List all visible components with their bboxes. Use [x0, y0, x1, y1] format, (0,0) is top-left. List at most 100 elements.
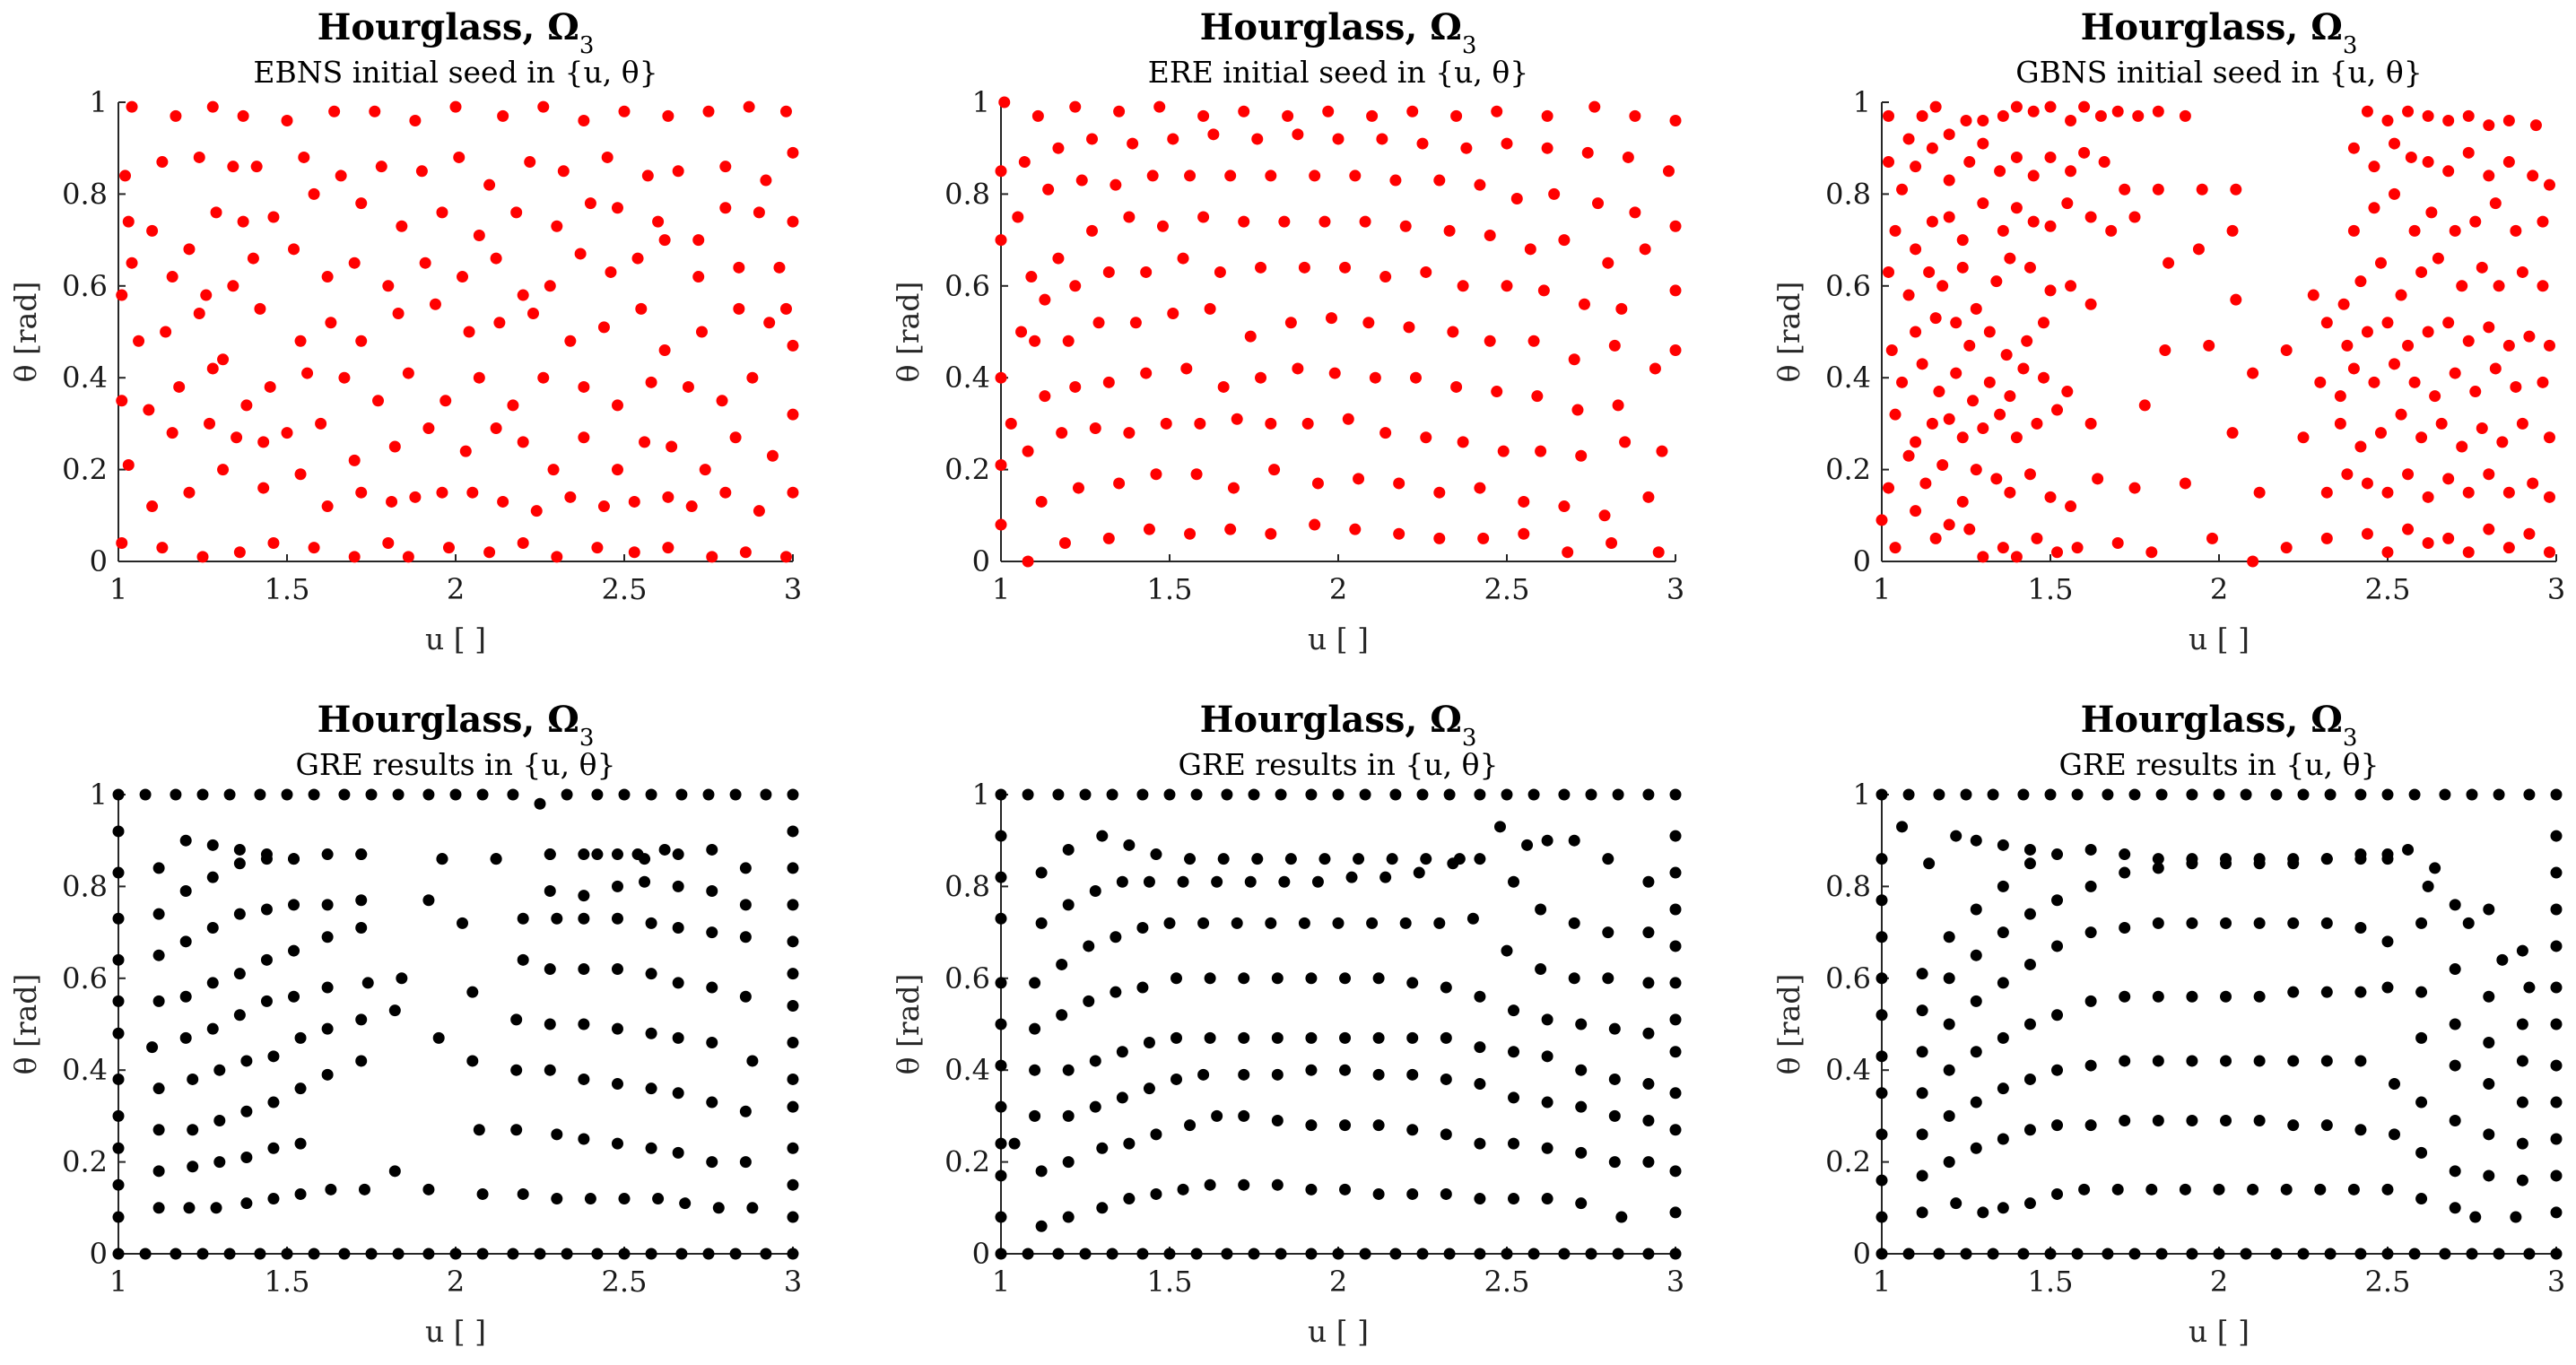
data-point — [1197, 917, 1210, 929]
data-point — [1642, 788, 1655, 801]
data-point — [264, 380, 276, 393]
data-point — [706, 1156, 718, 1169]
y-axis-label: θ [rad] — [8, 282, 43, 383]
data-point — [1443, 788, 1456, 801]
data-point — [2051, 848, 2064, 861]
data-point — [1474, 1041, 1486, 1054]
y-tick-label: 1 — [972, 85, 990, 119]
data-point — [1379, 427, 1392, 439]
data-point — [1608, 1022, 1621, 1035]
data-point — [1662, 165, 1675, 178]
data-point — [1102, 532, 1115, 544]
data-point — [1217, 380, 1230, 393]
data-point — [321, 271, 334, 283]
data-point — [2550, 1133, 2563, 1145]
data-point — [152, 1202, 165, 1214]
data-point — [1960, 114, 1972, 126]
data-point — [1403, 321, 1415, 334]
data-point — [1318, 215, 1331, 228]
data-point — [2206, 532, 2218, 544]
y-tick-label: 0.8 — [944, 869, 990, 903]
data-point — [2004, 390, 2016, 403]
data-point — [206, 362, 219, 375]
data-point — [1096, 1142, 1109, 1154]
data-point — [1305, 1248, 1318, 1260]
data-point — [787, 899, 799, 911]
data-point — [544, 963, 556, 976]
chart-title: Hourglass, Ω3 — [318, 699, 595, 752]
data-point — [618, 788, 631, 801]
data-point — [2320, 486, 2333, 499]
data-point — [250, 161, 263, 173]
data-point — [439, 395, 452, 407]
data-point — [1902, 289, 1915, 301]
chart-subtitle: GBNS initial seed in {u, θ} — [2015, 55, 2422, 90]
data-point — [2381, 1183, 2394, 1195]
data-point — [1990, 275, 2003, 288]
data-point — [2065, 280, 2077, 292]
data-point — [1510, 193, 1523, 205]
data-point — [2334, 417, 2346, 430]
data-point — [328, 105, 341, 117]
data-point — [206, 977, 219, 989]
chart-title: Hourglass, Ω3 — [2081, 699, 2358, 752]
data-point — [2061, 197, 2074, 210]
data-point — [152, 949, 165, 961]
data-point — [217, 464, 230, 476]
data-point — [1474, 1248, 1486, 1260]
data-point — [392, 1248, 405, 1260]
data-point — [288, 853, 300, 865]
data-point — [2516, 1137, 2528, 1150]
data-point — [497, 495, 509, 508]
data-point — [2415, 1096, 2428, 1109]
data-point — [1642, 491, 1655, 503]
data-point — [210, 1202, 222, 1214]
data-point — [787, 1142, 799, 1154]
data-point — [1474, 178, 1486, 191]
data-point — [1612, 399, 1624, 412]
data-point — [2415, 1146, 2428, 1159]
data-point — [517, 953, 529, 966]
data-point — [2179, 109, 2191, 122]
data-point — [995, 1137, 1007, 1150]
data-point — [1440, 1073, 1452, 1085]
data-point — [628, 495, 640, 508]
data-point — [2502, 542, 2515, 554]
data-point — [2132, 109, 2145, 122]
data-point — [1910, 243, 1922, 256]
data-point — [2102, 788, 2114, 801]
data-point — [1143, 523, 1155, 535]
data-point — [1875, 788, 1888, 801]
data-points — [116, 100, 799, 563]
data-point — [995, 1211, 1007, 1223]
data-point — [2280, 343, 2293, 356]
data-point — [1508, 1091, 1520, 1104]
data-point — [2010, 151, 2023, 163]
data-point — [2523, 788, 2536, 801]
data-point — [2320, 917, 2333, 929]
data-point — [152, 1082, 165, 1095]
data-point — [308, 1248, 320, 1260]
data-point — [1177, 252, 1189, 265]
data-point — [1575, 1146, 1588, 1159]
data-point — [2192, 243, 2205, 256]
data-point — [574, 248, 587, 260]
data-point — [358, 1183, 370, 1195]
data-point — [1997, 109, 2009, 122]
data-point — [631, 848, 644, 861]
x-tick-label: 1.5 — [265, 572, 310, 606]
data-point — [639, 875, 651, 888]
data-point — [152, 1124, 165, 1136]
data-point — [436, 486, 448, 499]
data-point — [179, 990, 192, 1003]
data-point — [112, 953, 125, 966]
data-point — [1923, 857, 1936, 870]
chart-subtitle: GRE results in {u, θ} — [296, 747, 616, 782]
data-point — [1150, 848, 1162, 861]
data-point — [436, 853, 448, 865]
data-point — [692, 234, 705, 247]
y-tick-label: 1 — [90, 778, 108, 812]
data-point — [1197, 109, 1210, 122]
data-point — [422, 894, 435, 907]
data-point — [1278, 215, 1291, 228]
